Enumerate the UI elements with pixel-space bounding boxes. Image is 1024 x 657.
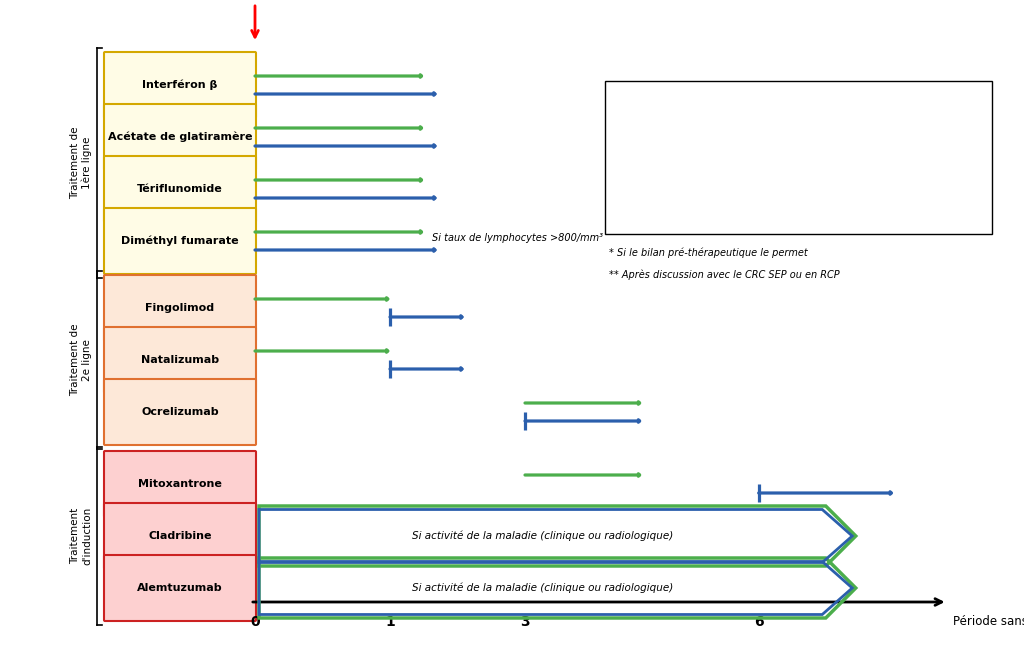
Text: Traitement de 1ᵉʳᵉ ligne*: Traitement de 1ᵉʳᵉ ligne* bbox=[681, 112, 818, 122]
Text: Si taux de lymphocytes >800/mm³: Si taux de lymphocytes >800/mm³ bbox=[432, 233, 603, 243]
Text: Cladribine: Cladribine bbox=[148, 531, 212, 541]
Text: Fingolimod: Fingolimod bbox=[145, 303, 215, 313]
Text: Traitement de 2ᵉ ligne
ou d’induction*,**: Traitement de 2ᵉ ligne ou d’induction*,*… bbox=[681, 158, 805, 179]
FancyBboxPatch shape bbox=[104, 503, 256, 569]
Text: Si activité de la maladie (clinique ou radiologique): Si activité de la maladie (clinique ou r… bbox=[412, 531, 673, 541]
FancyBboxPatch shape bbox=[104, 379, 256, 445]
Text: Traitement de
2e ligne: Traitement de 2e ligne bbox=[71, 324, 92, 396]
Text: 6: 6 bbox=[754, 615, 764, 629]
FancyBboxPatch shape bbox=[104, 104, 256, 170]
Text: Acétate de glatiramère: Acétate de glatiramère bbox=[108, 132, 252, 143]
Text: Tériflunomide: Tériflunomide bbox=[137, 184, 223, 194]
FancyBboxPatch shape bbox=[104, 52, 256, 118]
Text: Période sans traitement (mois): Période sans traitement (mois) bbox=[952, 615, 1024, 628]
Text: 0: 0 bbox=[250, 615, 260, 629]
Text: Mitoxantrone: Mitoxantrone bbox=[138, 479, 222, 489]
FancyBboxPatch shape bbox=[605, 81, 992, 234]
FancyBboxPatch shape bbox=[104, 156, 256, 222]
Text: Diméthyl fumarate: Diméthyl fumarate bbox=[121, 236, 239, 246]
Polygon shape bbox=[259, 506, 856, 566]
Text: * Si le bilan pré-thérapeutique le permet: * Si le bilan pré-thérapeutique le perme… bbox=[609, 248, 808, 258]
Text: Traitement de
1ère ligne: Traitement de 1ère ligne bbox=[70, 127, 92, 199]
Text: Natalizumab: Natalizumab bbox=[141, 355, 219, 365]
Text: Si activité de la maladie (clinique ou radiologique): Si activité de la maladie (clinique ou r… bbox=[412, 583, 673, 593]
FancyBboxPatch shape bbox=[104, 208, 256, 274]
Text: ** Après discussion avec le CRC SEP ou en RCP: ** Après discussion avec le CRC SEP ou e… bbox=[609, 270, 840, 281]
Text: Alemtuzumab: Alemtuzumab bbox=[137, 583, 223, 593]
FancyBboxPatch shape bbox=[104, 327, 256, 393]
Text: Traitement
d'induction: Traitement d'induction bbox=[71, 507, 92, 565]
Text: 3: 3 bbox=[520, 615, 529, 629]
Text: 1: 1 bbox=[385, 615, 395, 629]
FancyBboxPatch shape bbox=[104, 555, 256, 621]
Text: Interféron β: Interféron β bbox=[142, 79, 218, 90]
Polygon shape bbox=[259, 558, 856, 618]
FancyBboxPatch shape bbox=[104, 451, 256, 517]
FancyBboxPatch shape bbox=[104, 275, 256, 341]
Text: Ocrelizumab: Ocrelizumab bbox=[141, 407, 219, 417]
